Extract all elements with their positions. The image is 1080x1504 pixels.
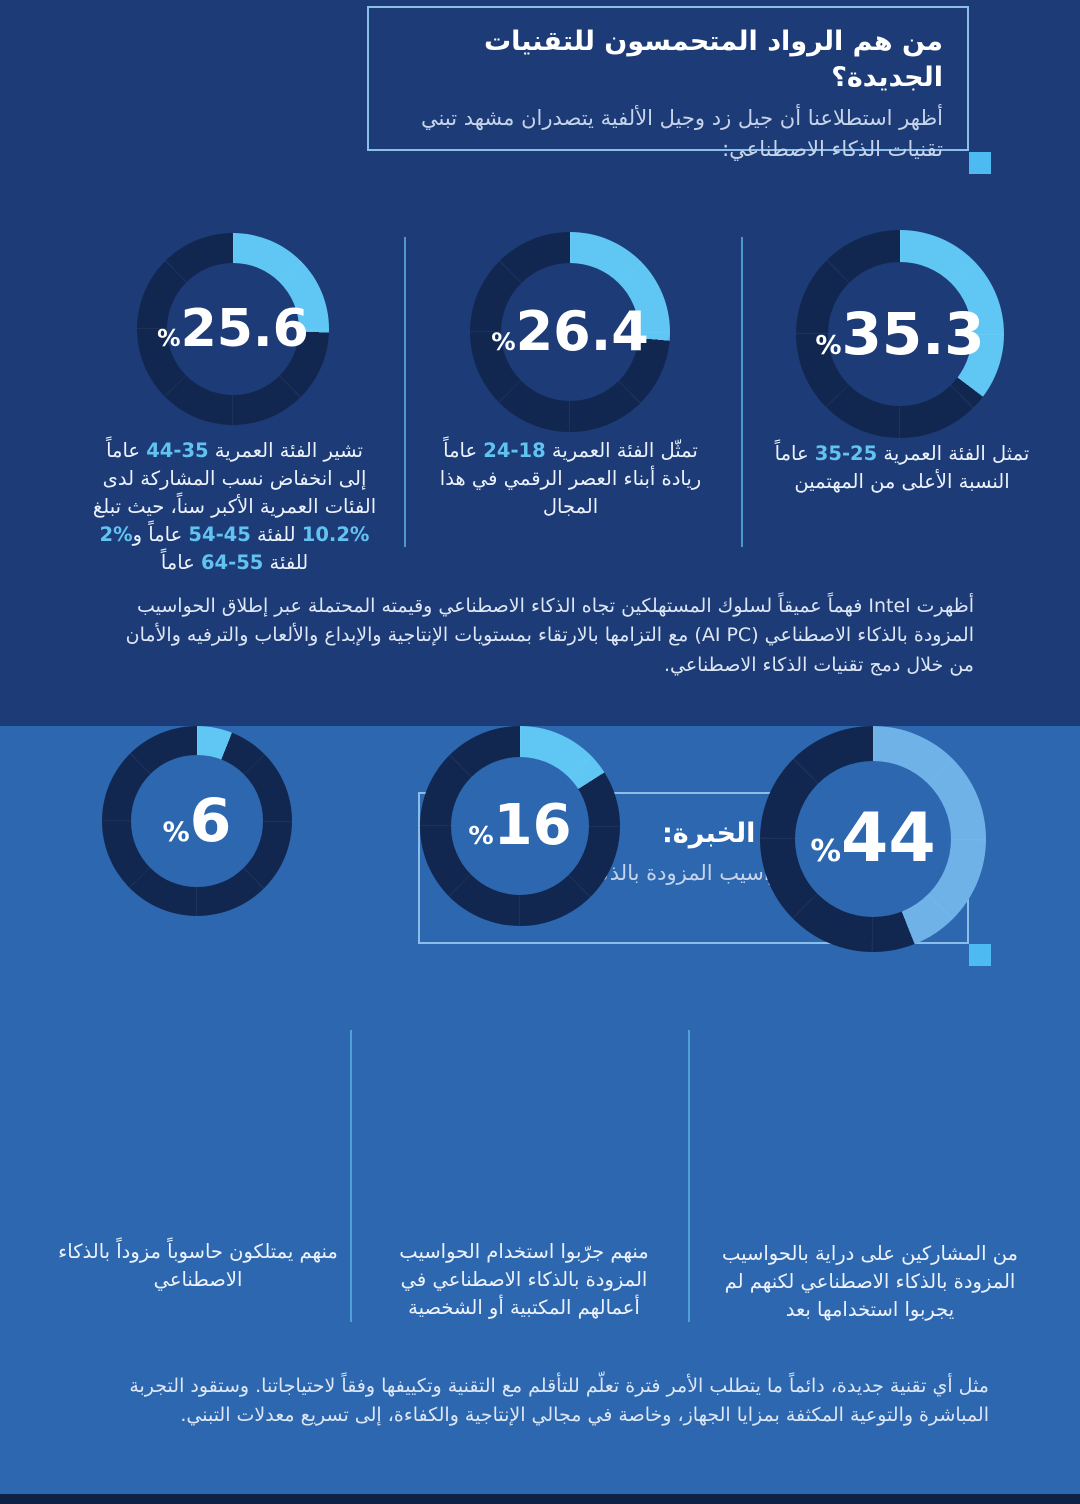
corner-square-decoration-top bbox=[969, 152, 991, 174]
corner-square-decoration-bottom bbox=[969, 944, 991, 966]
donut-caption-own-ai-pc: منهم يمتلكون حاسوباً مزوداً بالذكاء الاص… bbox=[58, 1240, 338, 1291]
donut-caption-age-35-44: تشير الفئة العمرية 35-44 عاماً إلى انخفا… bbox=[92, 439, 377, 574]
percent-sign: % bbox=[468, 821, 494, 850]
percent-sign: % bbox=[162, 817, 190, 848]
donut-value-age-35-44: %25.6 bbox=[157, 299, 309, 359]
donut-value-aware-not-tried: %44 bbox=[810, 799, 936, 878]
percent-sign: % bbox=[810, 834, 842, 869]
donut-caption-age-18-24: تمثّل الفئة العمرية 18-24 عاماً ريادة أب… bbox=[439, 439, 702, 518]
section1-title: من هم الرواد المتحمسون للتقنيات الجديدة؟ bbox=[483, 26, 943, 94]
donut-caption-aware-not-tried: من المشاركين على دراية بالحواسيب المزودة… bbox=[722, 1242, 1018, 1321]
donut-value-tried-ai-pc: %16 bbox=[468, 793, 572, 858]
percent-sign: % bbox=[157, 324, 181, 352]
footer-strip bbox=[0, 1494, 1080, 1504]
intel-paragraph: أظهرت Intel فهماً عميقاً لسلوك المستهلكي… bbox=[125, 595, 974, 676]
donut-value-age-25-35: %35.3 bbox=[815, 300, 985, 368]
section1-header-box: من هم الرواد المتحمسون للتقنيات الجديدة؟… bbox=[367, 6, 969, 161]
section1-subtitle: أظهر استطلاعنا أن جيل زد وجيل الألفية يت… bbox=[421, 105, 943, 162]
donut-caption-tried-ai-pc: منهم جرّبوا استخدام الحواسيب المزودة بال… bbox=[399, 1240, 649, 1319]
donut-chart-aware-not-tried: %44 bbox=[760, 726, 986, 952]
section-awareness-vs-experience: الدراية مقابل الخبرة: كيف استحوذت الحواس… bbox=[0, 726, 1080, 1494]
percent-sign: % bbox=[815, 331, 842, 361]
divider-top-1 bbox=[404, 237, 406, 547]
section-early-adopters: من هم الرواد المتحمسون للتقنيات الجديدة؟… bbox=[0, 0, 1080, 726]
donut-value-age-18-24: %26.4 bbox=[491, 300, 649, 363]
divider-bottom-1 bbox=[350, 1030, 352, 1322]
percent-sign: % bbox=[491, 327, 516, 356]
donut-chart-age-25-35: %35.3 bbox=[796, 230, 1004, 438]
donut-chart-own-ai-pc: %6 bbox=[102, 726, 292, 916]
adoption-paragraph: مثل أي تقنية جديدة، دائماً ما يتطلب الأم… bbox=[129, 1375, 989, 1427]
donut-chart-age-18-24: %26.4 bbox=[470, 232, 670, 432]
donut-chart-age-35-44: %25.6 bbox=[137, 233, 329, 425]
divider-bottom-2 bbox=[688, 1030, 690, 1322]
donut-caption-age-25-35: تمثل الفئة العمرية 25-35 عاماً النسبة ال… bbox=[774, 442, 1030, 493]
donut-value-own-ai-pc: %6 bbox=[162, 786, 232, 856]
divider-top-2 bbox=[741, 237, 743, 547]
donut-chart-tried-ai-pc: %16 bbox=[420, 726, 620, 926]
